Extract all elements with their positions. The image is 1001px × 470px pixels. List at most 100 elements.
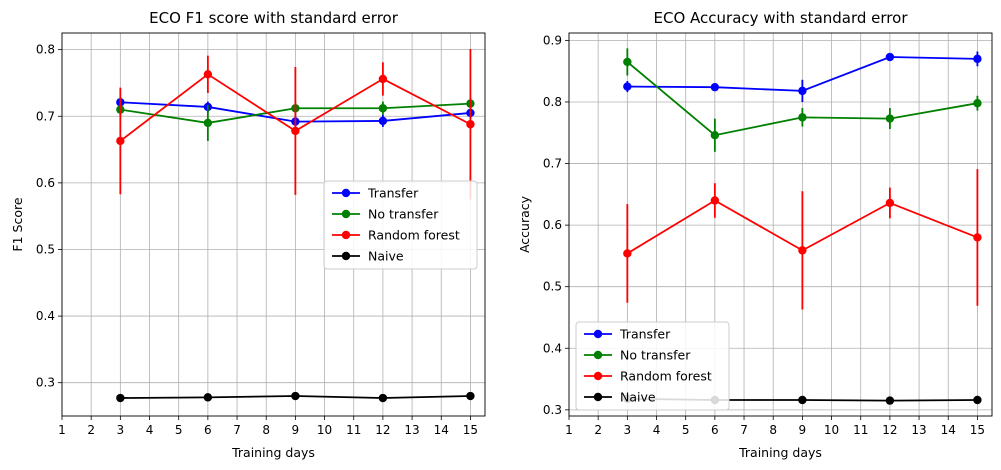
y-tick-label: 0.7 [36,109,55,123]
legend-label: Transfer [619,327,671,342]
x-tick-label: 9 [799,423,807,437]
x-tick-label: 5 [682,423,690,437]
legend-label: No transfer [620,348,691,363]
legend-label: No transfer [368,207,439,222]
x-tick-label: 15 [970,423,985,437]
x-tick-label: 13 [404,423,419,437]
data-point [798,86,807,96]
x-tick-label: 9 [292,423,300,437]
legend-marker [593,329,603,339]
data-point [378,393,388,403]
y-tick-label: 0.4 [36,309,55,323]
legend: Transfer No transfer Random forest Naive [575,321,730,411]
data-point [798,246,807,255]
y-tick-label: 0.4 [543,341,562,355]
data-point [710,196,720,205]
legend-marker [593,392,603,402]
x-tick-label: 10 [824,423,839,437]
data-point [973,54,982,64]
data-point [291,126,300,136]
legend-label: Transfer [367,186,419,201]
chart-panel-2: 1 2 3 4 5 6 7 8 9 10 11 12 13 14 150.30.40.50.60.70.80… [517,9,993,460]
x-tick-label: 14 [941,423,956,437]
data-point [798,395,807,405]
data-point [623,57,632,67]
y-tick-label: 0.8 [543,95,562,109]
data-point [466,391,475,401]
data-point [798,113,807,122]
x-tick-label: 2 [87,423,95,437]
y-tick-label: 0.8 [36,43,55,57]
x-tick-label: 5 [175,423,183,437]
data-point [203,70,213,79]
chart-title: ECO F1 score with standard error [149,9,399,27]
x-tick-label: 11 [853,423,868,437]
legend-marker [341,188,351,198]
axes-frame [61,32,486,417]
x-tick-label: 7 [233,423,241,437]
y-tick-label: 0.6 [36,176,55,190]
legend-box [575,321,730,411]
x-tick-label: 4 [653,423,661,437]
y-tick-label: 0.6 [543,218,562,232]
data-point [623,82,632,91]
x-tick-label: 8 [769,423,777,437]
axes-frame [568,32,993,417]
data-point [885,198,895,208]
data-point [378,74,388,84]
x-tick-label: 10 [317,423,332,437]
data-point [710,82,720,92]
data-point [710,131,720,140]
chart-title: ECO Accuracy with standard error [654,9,909,27]
data-point [973,233,982,242]
x-tick-label: 6 [204,423,212,437]
data-point [291,391,300,401]
data-point [378,104,388,113]
chart-panel-1: 1 2 3 4 5 6 7 8 9 10 11 12 13 14 150.30.40.50.60.70.8E… [10,9,486,460]
legend-box [323,180,478,270]
data-point [623,249,632,258]
y-tick-label: 0.5 [36,242,55,256]
y-tick-label: 0.9 [543,33,562,47]
legend-marker [341,251,351,261]
x-tick-label: 3 [624,423,632,437]
x-tick-label: 4 [146,423,154,437]
x-tick-label: 11 [346,423,361,437]
x-axis-label: Training days [738,445,822,460]
y-tick-label: 0.3 [543,403,562,417]
legend-label: Naive [620,390,656,405]
x-tick-label: 6 [711,423,719,437]
data-point [885,114,895,123]
x-tick-label: 3 [117,423,125,437]
legend-marker [341,209,351,219]
y-axis-label: Accuracy [517,195,532,253]
legend-label: Random forest [368,228,460,243]
x-tick-label: 1 [58,423,66,437]
data-point [116,136,125,146]
data-point [973,395,982,405]
x-tick-label: 2 [594,423,602,437]
legend-marker [593,371,603,381]
y-tick-label: 0.5 [543,280,562,294]
x-tick-label: 1 [565,423,573,437]
legend-label: Random forest [620,369,712,384]
legend-label: Naive [368,249,404,264]
y-tick-label: 0.3 [36,376,55,390]
data-point [116,393,125,403]
data-point [378,116,388,126]
x-tick-label: 8 [262,423,270,437]
data-point [466,120,475,129]
data-point [885,396,895,405]
legend: Transfer No transfer Random forest Naive [323,180,478,270]
x-axis-label: Training days [231,445,315,460]
x-tick-label: 13 [911,423,926,437]
x-tick-label: 12 [882,423,897,437]
y-axis-label: F1 Score [10,197,25,251]
x-tick-label: 14 [434,423,449,437]
y-tick-label: 0.7 [543,157,562,171]
x-tick-label: 12 [375,423,390,437]
data-point [885,52,895,62]
data-point [203,118,213,128]
legend-marker [341,230,351,240]
